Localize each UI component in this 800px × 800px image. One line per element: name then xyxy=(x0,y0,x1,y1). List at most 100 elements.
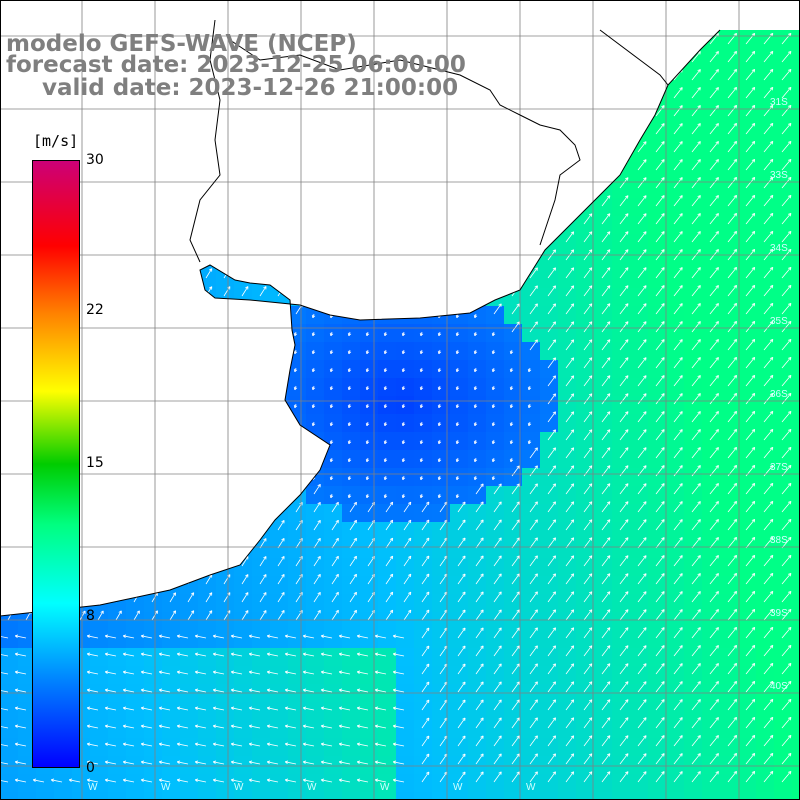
wind-cell xyxy=(792,630,800,648)
wind-cell xyxy=(684,756,702,774)
wind-cell xyxy=(468,558,486,576)
wind-cell xyxy=(432,504,450,522)
wind-cell xyxy=(576,342,594,360)
wind-arrow-head xyxy=(717,267,719,271)
wind-cell xyxy=(558,612,576,630)
wind-cell xyxy=(738,360,756,378)
wind-arrow xyxy=(727,123,737,135)
wind-cell xyxy=(306,720,324,738)
wind-cell xyxy=(630,648,648,666)
wind-arrow-head xyxy=(751,33,755,35)
wind-cell xyxy=(684,216,702,234)
wind-cell xyxy=(378,792,396,800)
wind-arrow xyxy=(691,339,701,351)
wind-cell xyxy=(738,522,756,540)
wind-arrow xyxy=(223,286,231,297)
wind-cell xyxy=(612,378,630,396)
wind-arrow-head xyxy=(588,357,592,360)
wind-cell xyxy=(270,522,288,540)
wind-arrow xyxy=(691,303,701,315)
wind-cell xyxy=(594,234,612,252)
wind-arrow xyxy=(565,339,574,351)
wind-arrow-head xyxy=(681,123,683,127)
wind-cell xyxy=(540,702,558,720)
wind-arrow-head xyxy=(733,285,737,287)
wind-cell xyxy=(558,270,576,288)
wind-cell xyxy=(540,306,558,324)
wind-arrow-head xyxy=(787,284,792,287)
wind-arrow-head xyxy=(787,248,792,251)
wind-arrow-head xyxy=(733,375,737,377)
wind-arrow-head xyxy=(733,267,737,269)
wind-arrow xyxy=(745,33,756,45)
wind-arrow-head xyxy=(735,249,737,253)
wind-cell xyxy=(612,702,630,720)
wind-arrow xyxy=(727,213,737,225)
wind-cell xyxy=(144,738,162,756)
wind-cell xyxy=(792,558,800,576)
wind-cell xyxy=(270,630,288,648)
wind-cell xyxy=(702,162,720,180)
wind-arrow xyxy=(691,105,701,117)
wind-cell xyxy=(720,522,738,540)
wind-arrow xyxy=(763,339,774,351)
wind-arrow-head xyxy=(733,33,737,35)
wind-cell xyxy=(648,216,666,234)
wind-cell xyxy=(360,468,378,486)
wind-cell xyxy=(612,306,630,324)
wind-cell xyxy=(324,774,342,792)
wind-cell xyxy=(738,738,756,756)
wind-cell xyxy=(450,396,468,414)
wind-cell xyxy=(666,198,684,216)
wind-arrow xyxy=(673,159,683,171)
wind-arrow-head xyxy=(401,404,404,408)
wind-arrow-head xyxy=(769,248,773,251)
wind-cell xyxy=(720,450,738,468)
wind-arrow-head xyxy=(789,159,792,163)
wind-arrow-head xyxy=(312,315,316,319)
wind-arrow-head xyxy=(661,285,665,288)
wind-arrow xyxy=(691,267,701,279)
wind-arrow-head xyxy=(733,105,737,107)
wind-cell xyxy=(378,576,396,594)
wind-arrow xyxy=(691,321,701,333)
wind-cell xyxy=(126,630,144,648)
wind-arrow-head xyxy=(715,231,719,233)
wind-arrow-head xyxy=(715,177,719,179)
wind-arrow-head xyxy=(751,231,755,233)
wind-arrow xyxy=(619,339,629,351)
wind-cell xyxy=(738,162,756,180)
wind-cell xyxy=(540,324,558,342)
wind-arrow-head xyxy=(455,368,458,372)
wind-arrow-head xyxy=(717,285,719,289)
wind-cell xyxy=(702,324,720,342)
wind-arrow-head xyxy=(383,332,386,336)
wind-cell xyxy=(486,468,504,486)
wind-cell xyxy=(702,504,720,522)
wind-cell xyxy=(396,468,414,486)
wind-cell xyxy=(324,324,342,342)
wind-arrow-head xyxy=(419,332,422,336)
wind-cell xyxy=(648,468,666,486)
wind-arrow-head xyxy=(771,285,774,289)
wind-arrow xyxy=(709,285,719,297)
wind-cell xyxy=(324,504,342,522)
wind-cell xyxy=(288,756,306,774)
wind-arrow xyxy=(691,159,701,171)
wind-cell xyxy=(306,342,324,360)
wind-arrow-head xyxy=(699,213,701,217)
wind-arrow-head xyxy=(679,159,683,162)
wind-arrow-head xyxy=(735,141,737,145)
wind-cell xyxy=(756,108,774,126)
wind-arrow-head xyxy=(769,266,773,269)
wind-cell xyxy=(252,648,270,666)
wind-cell xyxy=(612,432,630,450)
wind-cell xyxy=(756,540,774,558)
wind-cell xyxy=(378,738,396,756)
wind-cell xyxy=(720,30,738,36)
wind-arrow-head xyxy=(787,140,792,143)
wind-cell xyxy=(450,774,468,792)
wind-arrow-head xyxy=(733,87,737,89)
wind-cell xyxy=(108,648,126,666)
wind-cell xyxy=(648,720,666,738)
